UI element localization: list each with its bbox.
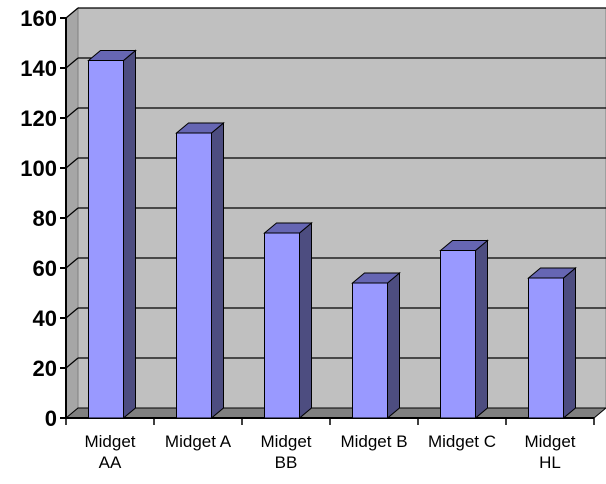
gridline-side	[65, 257, 79, 269]
bar	[351, 271, 401, 420]
labels: 0 20 40 60 80 100 120 140 160 Midget AA Midget A Mid…	[20, 6, 576, 472]
bar-front	[352, 282, 388, 419]
y-tick-label: 40	[33, 306, 57, 331]
axes	[60, 17, 595, 425]
bar	[175, 121, 225, 420]
bar-side	[299, 221, 312, 420]
chart-walls	[65, 6, 606, 420]
y-tick-label: 120	[20, 106, 57, 131]
bar-top	[263, 222, 313, 234]
bar-top	[87, 50, 137, 61]
bar-top	[175, 122, 225, 134]
bar-front	[528, 277, 564, 419]
bar-side	[123, 49, 136, 420]
y-tick-label: 140	[20, 56, 57, 81]
bar	[527, 266, 577, 420]
x-category-label: Midget	[84, 432, 135, 451]
bar	[87, 49, 137, 420]
x-category-label: Midget C	[428, 432, 496, 451]
bar-front	[176, 132, 212, 419]
bar-side	[211, 121, 224, 420]
x-category-label: BB	[275, 453, 298, 472]
x-category-label: Midget	[524, 432, 575, 451]
bar-top	[351, 272, 401, 284]
x-category-label: Midget	[260, 432, 311, 451]
y-tick-label: 60	[33, 256, 57, 281]
bar-front	[440, 250, 476, 419]
x-category-label: HL	[539, 453, 561, 472]
gridline-side	[65, 57, 79, 69]
gridline-side	[65, 7, 79, 19]
bar-front	[264, 232, 300, 419]
gridline-side	[65, 207, 79, 219]
y-tick-label: 20	[33, 356, 57, 381]
chart-floor	[64, 407, 606, 419]
bar	[263, 221, 313, 420]
y-tick-label: 80	[33, 206, 57, 231]
gridline-side	[65, 357, 79, 369]
gridline-side	[65, 307, 79, 319]
bars	[87, 49, 577, 420]
bar-front	[88, 60, 124, 419]
bar-side	[475, 239, 488, 420]
bar-top	[527, 267, 577, 279]
gridlines	[65, 7, 606, 369]
x-category-label: AA	[99, 453, 122, 472]
bar-side	[387, 271, 400, 420]
floor-plane	[64, 407, 606, 419]
bar	[439, 239, 489, 420]
gridline-side	[65, 107, 79, 119]
bar-top	[439, 240, 489, 251]
gridline-side	[65, 157, 79, 169]
y-tick-label: 0	[45, 406, 57, 431]
x-category-label: Midget A	[165, 432, 232, 451]
y-tick-label: 100	[20, 156, 57, 181]
bar-side	[563, 266, 576, 420]
x-category-label: Midget B	[340, 432, 407, 451]
y-tick-label: 160	[20, 6, 57, 31]
